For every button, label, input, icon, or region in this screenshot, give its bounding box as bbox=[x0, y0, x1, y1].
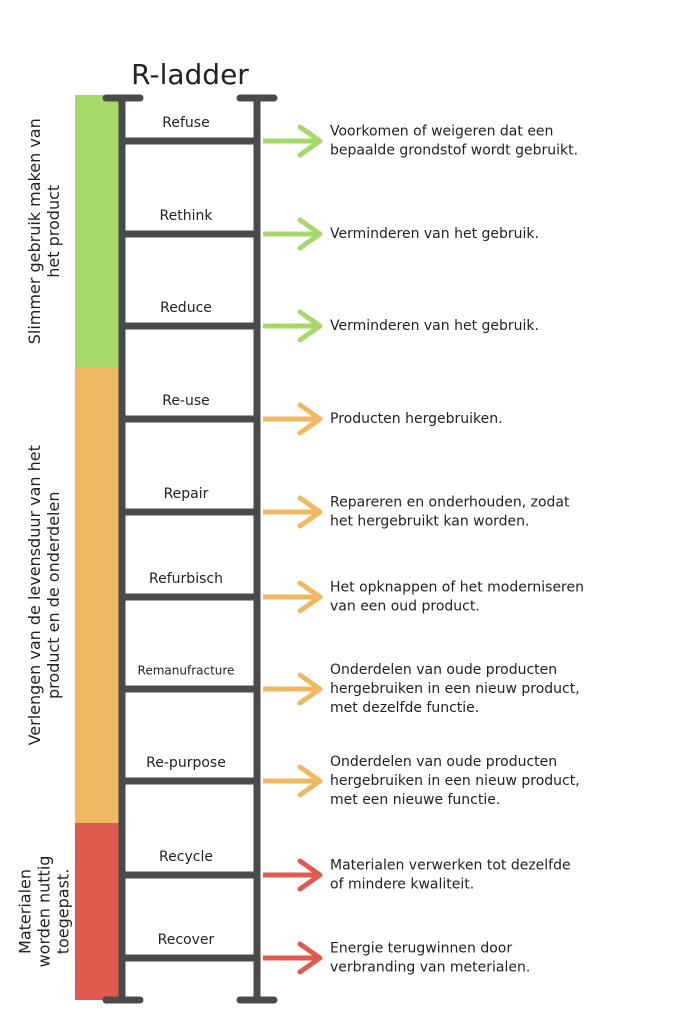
description: of mindere kwaliteit. bbox=[330, 877, 474, 893]
arrow-head bbox=[297, 124, 323, 158]
rung-label: Recycle bbox=[159, 849, 213, 865]
group-label: Materialen bbox=[16, 869, 35, 954]
description: Repareren en onderhouden, zodat bbox=[330, 495, 570, 511]
group-label: Verlengen van de levensduur van het bbox=[25, 445, 44, 745]
rung-label: Refurbisch bbox=[149, 571, 223, 587]
group-label: worden nuttig bbox=[35, 856, 54, 968]
arrow-head bbox=[297, 495, 323, 529]
rung-label: Repair bbox=[164, 486, 209, 502]
description: Materialen verwerken tot dezelfde bbox=[330, 858, 571, 874]
group-label: toegepast. bbox=[54, 869, 73, 955]
arrow-head bbox=[297, 309, 323, 343]
rung-label: Refuse bbox=[162, 115, 209, 131]
group-label: product en de onderdelen bbox=[44, 492, 63, 699]
description: Onderdelen van oude producten bbox=[330, 662, 557, 678]
group-bar bbox=[75, 823, 119, 1000]
group-bar bbox=[75, 95, 119, 368]
description: Onderdelen van oude producten bbox=[330, 754, 557, 770]
arrow-head bbox=[297, 941, 323, 975]
description: Producten hergebruiken. bbox=[330, 411, 503, 427]
rung-label: Rethink bbox=[160, 208, 214, 224]
description: van een oud product. bbox=[330, 599, 480, 615]
rung-label: Reduce bbox=[160, 300, 212, 316]
description: hergebruiken in een nieuw product, bbox=[330, 681, 580, 697]
arrow-head bbox=[297, 858, 323, 892]
group-bar bbox=[75, 367, 119, 823]
rung-label: Recover bbox=[158, 932, 215, 948]
description: het hergebruikt kan worden. bbox=[330, 514, 530, 530]
rung-label: Re-purpose bbox=[146, 755, 226, 771]
description: bepaalde grondstof wordt gebruikt. bbox=[330, 143, 578, 159]
arrow-head bbox=[297, 402, 323, 436]
description: Verminderen van het gebruik. bbox=[330, 318, 539, 334]
description: hergebruiken in een nieuw product, bbox=[330, 773, 580, 789]
arrow-head bbox=[297, 217, 323, 251]
description: met een nieuwe functie. bbox=[330, 792, 500, 808]
description: Energie terugwinnen door bbox=[330, 941, 512, 957]
description: Voorkomen of weigeren dat een bbox=[330, 124, 553, 140]
description: verbranding van meterialen. bbox=[330, 960, 530, 976]
group-label: Slimmer gebruik maken van bbox=[25, 118, 44, 344]
group-label: het product bbox=[44, 185, 63, 278]
description: met dezelfde functie. bbox=[330, 700, 479, 716]
rung-label: Remanufracture bbox=[138, 664, 235, 678]
description: Verminderen van het gebruik. bbox=[330, 226, 539, 242]
rung-label: Re-use bbox=[162, 393, 210, 409]
title: R-ladder bbox=[131, 58, 249, 91]
ladder bbox=[102, 94, 278, 1004]
arrow-head bbox=[297, 580, 323, 614]
arrow-head bbox=[297, 764, 323, 798]
arrow-head bbox=[297, 672, 323, 706]
description: Het opknappen of het moderniseren bbox=[330, 580, 584, 596]
